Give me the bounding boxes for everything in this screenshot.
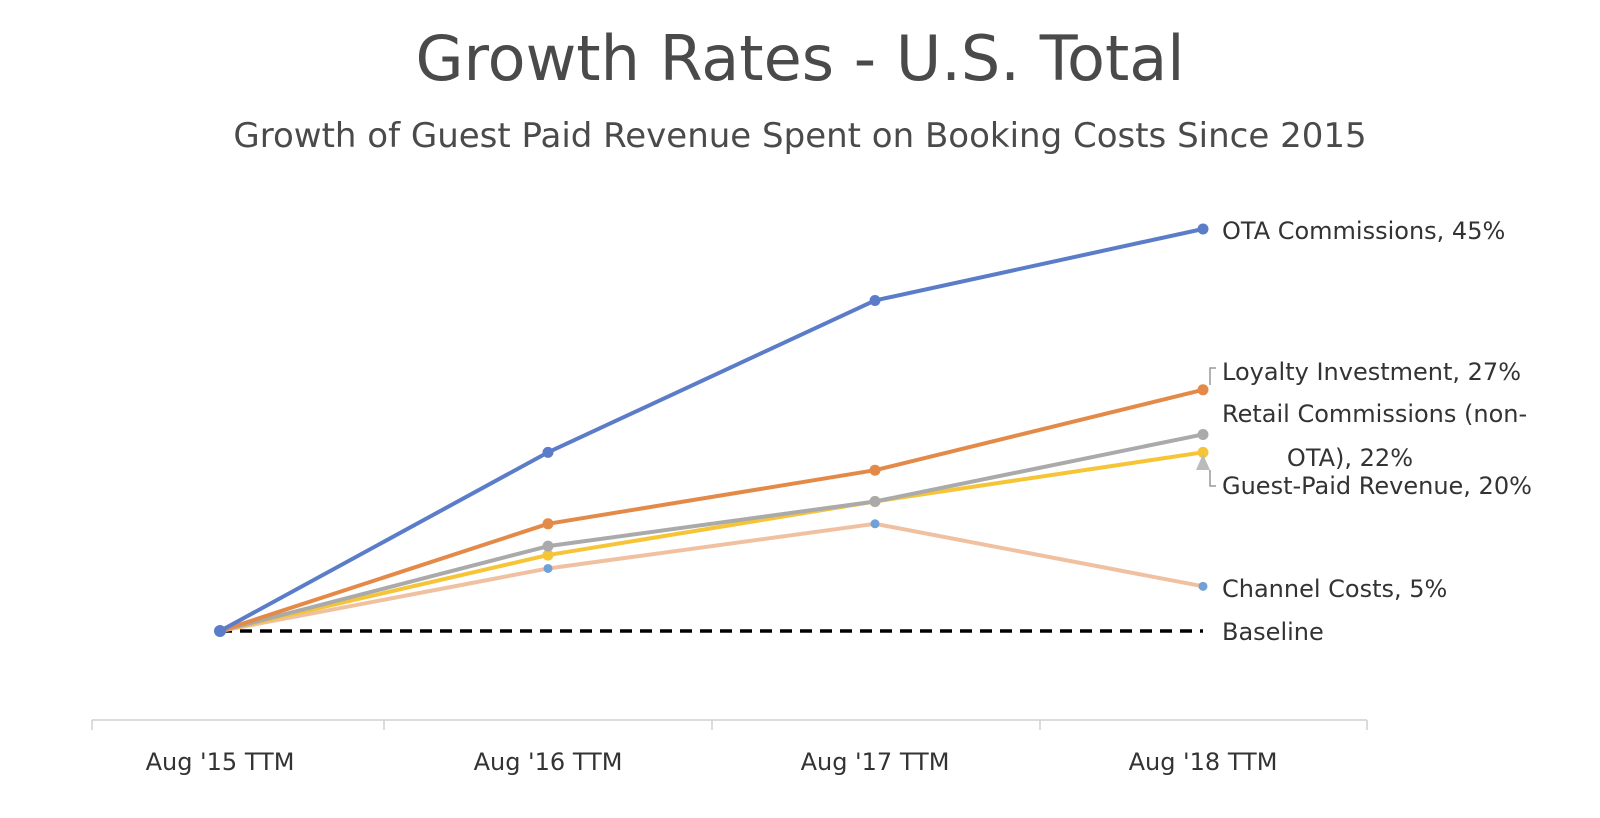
data-point: [870, 519, 880, 529]
data-point: [1197, 384, 1209, 396]
data-point: [543, 563, 553, 573]
data-point: [1197, 428, 1209, 440]
data-point: [214, 625, 226, 637]
series-line-ota-commissions: [219, 227, 1204, 633]
data-point: [1197, 446, 1209, 458]
series-line-channel-costs: [219, 521, 1204, 633]
data-point: [542, 446, 554, 458]
x-tick-label: Aug '16 TTM: [474, 748, 623, 776]
data-point: [542, 540, 554, 552]
data-point: [1198, 581, 1208, 591]
leader-line-loyalty: [1209, 367, 1216, 385]
x-tick-label: Aug '17 TTM: [801, 748, 950, 776]
chart-title: Growth Rates - U.S. Total: [415, 22, 1185, 95]
series-label-baseline: Baseline: [1222, 618, 1324, 646]
data-point: [869, 495, 881, 507]
series-line-guest-paid-revenue: [219, 450, 1204, 633]
data-point: [869, 294, 881, 306]
series-labels: OTA Commissions, 45% Loyalty Investment, …: [1196, 217, 1532, 646]
data-point: [869, 464, 881, 476]
series-line-retail-commissions-non-ota-: [219, 432, 1204, 633]
series-line-loyalty-investment: [219, 387, 1204, 633]
x-axis: Aug '15 TTM Aug '16 TTM Aug '17 TTM Aug '18…: [91, 719, 1368, 776]
series-label-channel: Channel Costs, 5%: [1222, 575, 1447, 603]
x-tick-label: Aug '15 TTM: [146, 748, 295, 776]
chart-subtitle: Growth of Guest Paid Revenue Spent on Bo…: [233, 116, 1367, 156]
data-point: [542, 549, 554, 561]
leader-line-guest-paid: [1209, 470, 1216, 487]
series-label-ota: OTA Commissions, 45%: [1222, 217, 1505, 245]
data-point: [542, 518, 554, 530]
series-label-retail-line2: OTA), 22%: [1287, 444, 1413, 472]
series-group: [214, 223, 1209, 637]
x-tick-label: Aug '18 TTM: [1129, 748, 1278, 776]
data-point: [1197, 223, 1209, 235]
leader-arrow-icon: [1196, 454, 1210, 470]
series-label-guest-paid: Guest-Paid Revenue, 20%: [1222, 472, 1532, 500]
series-label-loyalty: Loyalty Investment, 27%: [1222, 358, 1521, 386]
series-label-retail-line1: Retail Commissions (non-: [1222, 400, 1527, 428]
